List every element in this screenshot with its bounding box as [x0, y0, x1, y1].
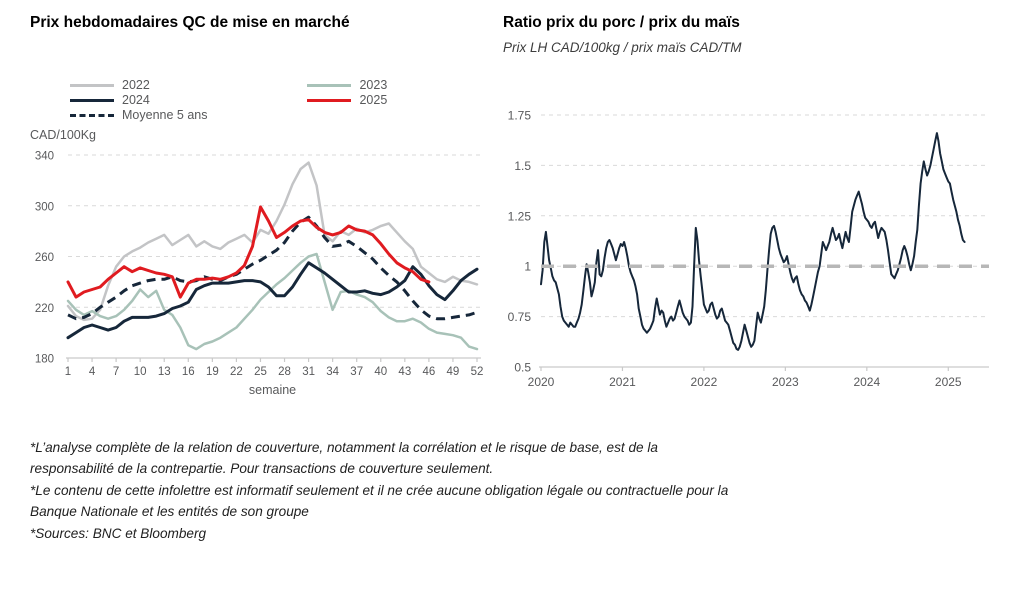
x-tick-label: 34 [326, 366, 339, 378]
series-line-2025 [66, 205, 431, 299]
y-tick-label: 180 [35, 354, 54, 366]
x-tick-label: 2022 [691, 375, 718, 389]
x-tick-label: 19 [206, 366, 219, 378]
y-tick-label: 220 [35, 303, 54, 315]
left-chart-plot: 180 220 260 300 340 1 4 7 10 13 16 19 22 25 28 31 34 37 40… [35, 151, 484, 398]
x-tick-label: 37 [350, 366, 363, 378]
y-tick-label: 300 [35, 201, 54, 213]
legend-swatch [70, 113, 114, 117]
x-tick-label: 40 [374, 366, 387, 378]
footnote-line: *Sources: BNC et Bloomberg [30, 525, 207, 541]
footnotes: *L’analyse complète de la relation de co… [30, 437, 880, 544]
x-tick-label: 22 [230, 366, 243, 378]
right-chart-plot: 0.5 0.75 1 1.25 1.5 1.75 2020 2021 2022 2023 2024 2… [508, 109, 989, 389]
y-tick-label: 1.25 [508, 209, 532, 223]
x-tick-label: 2021 [609, 375, 636, 389]
x-tick-label: 16 [182, 366, 195, 378]
x-tick-label: 1 [65, 366, 71, 378]
x-tick-label: 25 [254, 366, 267, 378]
x-axis-label: semaine [249, 383, 296, 397]
legend-item-2023: 2023 [307, 78, 388, 92]
right-chart-title: Ratio prix du porc / prix du maïs [503, 14, 740, 31]
x-tick-label: 28 [278, 366, 291, 378]
legend-swatch [70, 83, 114, 87]
y-tick-label: 260 [35, 252, 54, 264]
y-tick-label: 1.75 [508, 109, 532, 123]
y-tick-label: 1 [524, 260, 531, 274]
x-tick-label: 46 [422, 366, 435, 378]
left-chart-title: Prix hebdomadaires QC de mise en marché [30, 14, 350, 31]
x-tick-label: 13 [158, 366, 171, 378]
legend-label: 2024 [122, 93, 150, 107]
x-tick-label: 7 [113, 366, 119, 378]
y-tick-label: 0.75 [508, 310, 532, 324]
legend-item-2022: 2022 [70, 78, 207, 92]
legend-label: Moyenne 5 ans [122, 108, 208, 122]
y-tick-label: 340 [35, 151, 54, 163]
x-tick-label: 43 [398, 366, 411, 378]
x-tick-label: 31 [302, 366, 315, 378]
legend-swatch [307, 98, 352, 102]
x-tick-label: 2025 [935, 375, 962, 389]
right-chart-subtitle: Prix LH CAD/100kg / prix maïs CAD/TM [503, 40, 742, 55]
x-tick-label: 2024 [853, 375, 880, 389]
x-tick-label: 52 [471, 366, 484, 378]
legend-column: 2022 2024 Moyenne 5 ans [70, 78, 208, 122]
footnote-line: *L’analyse complète de la relation de co… [30, 440, 658, 455]
y-tick-label: 0.5 [514, 361, 531, 375]
legend-column: 2023 2025 [307, 78, 388, 121]
footnote-line: responsabilité de la contrepartie. Pour … [30, 461, 494, 477]
x-tick-label: 49 [447, 366, 460, 378]
series-line-ratio-porc-ma-s [540, 132, 966, 351]
legend-item-2025: 2025 [307, 93, 388, 107]
legend-item-moyenne-5-ans: Moyenne 5 ans [70, 108, 208, 122]
x-tick-label: 2023 [772, 375, 799, 389]
legend-label: 2025 [359, 93, 388, 107]
legend-swatch [70, 98, 114, 102]
legend-label: 2022 [122, 78, 150, 92]
x-tick-label: 10 [134, 366, 147, 378]
footnote-line: Banque Nationale et les entités de son g… [30, 504, 309, 520]
legend-swatch [307, 83, 352, 87]
legend-label: 2023 [359, 78, 388, 92]
series-line-2022 [66, 161, 479, 322]
x-tick-label: 4 [89, 366, 96, 378]
series-line-2024 [66, 261, 479, 340]
series-line-moyenne-5-ans [67, 215, 478, 321]
y-tick-label: 1.5 [514, 159, 531, 173]
x-tick-label: 2020 [528, 375, 555, 389]
left-chart-unit-label: CAD/100Kg [30, 128, 97, 142]
footnote-line: *Le contenu de cette infolettre est info… [30, 482, 729, 498]
left-chart-legend: 2022 2024 Moyenne 5 ans 2023 2025 [70, 78, 388, 122]
legend-item-2024: 2024 [70, 93, 207, 107]
series-line-2023 [66, 252, 479, 351]
